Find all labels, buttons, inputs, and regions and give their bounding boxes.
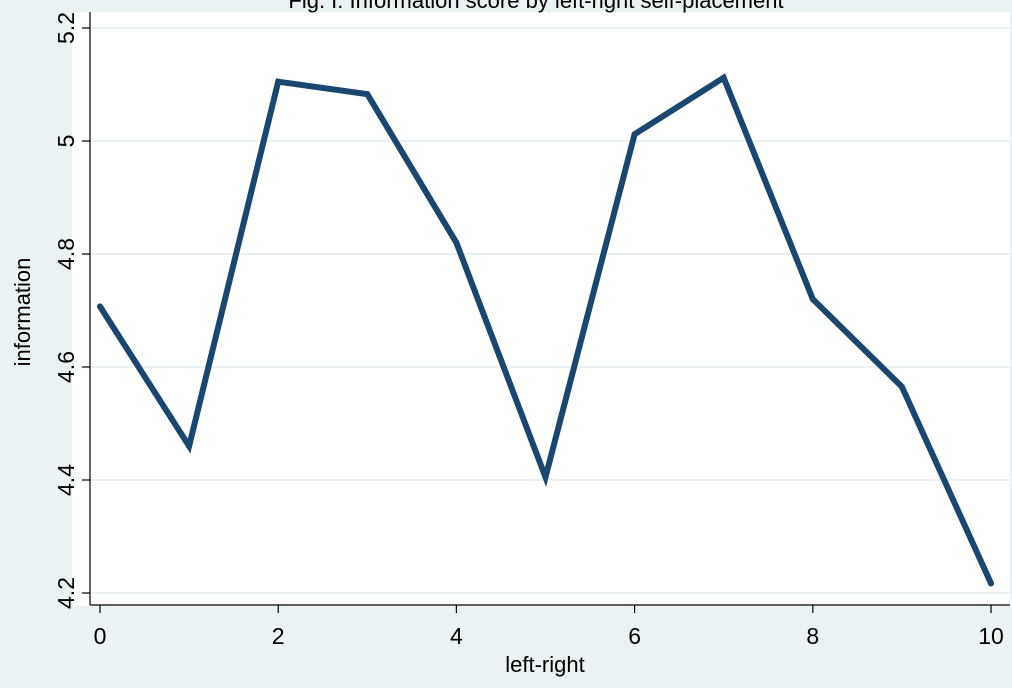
y-tick-label: 4.8: [53, 238, 79, 270]
x-tick-label: 8: [806, 623, 819, 649]
x-tick-label: 2: [272, 623, 285, 649]
y-tick-label: 4.6: [53, 351, 79, 383]
x-axis-title: left-right: [505, 652, 584, 677]
x-tick-label: 4: [450, 623, 463, 649]
series-layer: [97, 73, 994, 587]
chart-title: Fig. I: Information score by left-right …: [288, 0, 783, 13]
x-tick-label: 6: [628, 623, 641, 649]
y-axis-title: information: [10, 258, 35, 367]
data-point: [453, 239, 460, 246]
data-point: [720, 74, 727, 81]
data-point: [97, 303, 103, 310]
x-tick-label: 10: [978, 623, 1004, 649]
data-point: [631, 131, 638, 138]
data-point: [898, 383, 905, 390]
data-point: [988, 580, 994, 587]
y-tick-label: 4.2: [53, 577, 79, 609]
data-point: [542, 474, 549, 481]
plot-area: [72, 12, 1010, 606]
data-point: [364, 91, 371, 98]
data-point: [275, 78, 282, 85]
y-tick-label: 4.4: [53, 464, 79, 496]
axes: 4.2 4.4 4.6 4.8 5 5.2 0 2 4 6 8 10: [53, 12, 1010, 649]
data-point: [186, 443, 193, 450]
y-tick-label: 5.2: [53, 12, 79, 44]
data-point: [809, 296, 816, 303]
x-tick-label: 0: [94, 623, 107, 649]
y-tick-label: 5: [53, 135, 79, 148]
gridlines: [90, 27, 1010, 594]
